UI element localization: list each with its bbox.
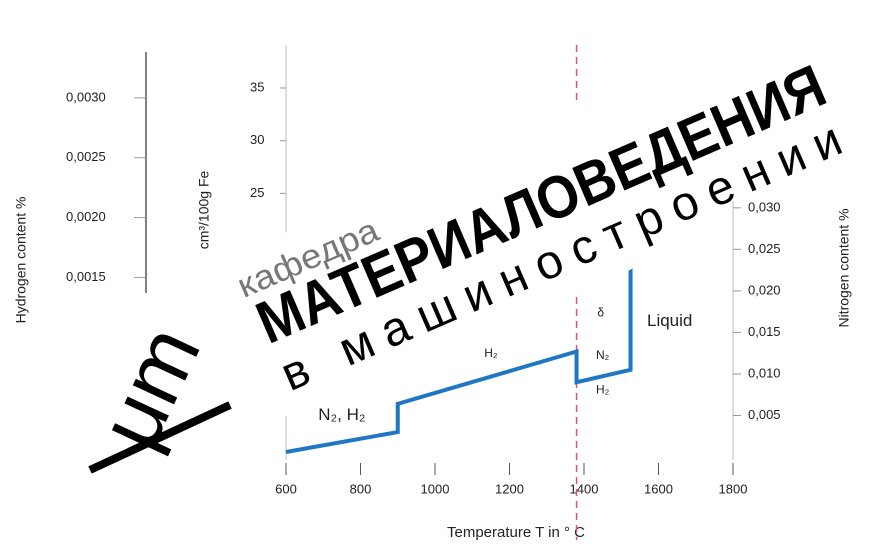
series-line: [285, 261, 633, 454]
y3-tick-label: 30: [250, 132, 264, 147]
logo-bar: [88, 401, 232, 474]
x-tick-label: 1800: [719, 481, 748, 496]
y3-tick-label: 35: [250, 79, 264, 94]
y2-axis-title: Nitrogen content %: [836, 208, 852, 327]
x-tick-label: 600: [275, 481, 297, 496]
y2-tick-label: 0,025: [748, 241, 781, 256]
y3-axis-title: cm³/100g Fe: [196, 170, 212, 249]
y2-tick-label: 0,020: [748, 282, 781, 297]
y2-tick-label: 0,010: [748, 365, 781, 380]
x-tick-label: 1400: [570, 481, 599, 496]
x-tick-label: 1000: [421, 481, 450, 496]
y-axis-title: Hydrogen content %: [13, 197, 29, 324]
annotation: H₂: [596, 383, 610, 397]
x-tick-label: 800: [350, 481, 372, 496]
plot: 0,0015 0,0020 0,0025 0,0030 25 30 35 0,005 0,010…: [66, 45, 781, 540]
logo-name: МАТЕРИАЛОВЕДЕНИЯ: [247, 52, 835, 357]
x-axis-title: Temperature T in ° C: [447, 524, 585, 541]
y2-tick-label: 0,030: [748, 199, 781, 214]
logo-background: [60, 40, 875, 470]
y-tick-label: 0,0030: [66, 89, 106, 104]
x-tick-label: 1600: [644, 481, 673, 496]
annotation: δ: [597, 305, 604, 319]
x-tick-label: 1200: [495, 481, 524, 496]
y2-tick-label: 0,015: [748, 324, 781, 339]
y3-tick-label: 25: [250, 185, 264, 200]
annotation: Liquid: [647, 311, 692, 330]
annotation: N₂: [596, 348, 610, 362]
y-tick-label: 0,0025: [66, 149, 106, 164]
y2-tick-label: 0,005: [748, 407, 781, 422]
annotation: N₂, H₂: [318, 405, 365, 424]
y-tick-label: 0,0020: [66, 209, 106, 224]
annotation: H₂: [484, 346, 498, 360]
y-tick-label: 0,0015: [66, 269, 106, 284]
